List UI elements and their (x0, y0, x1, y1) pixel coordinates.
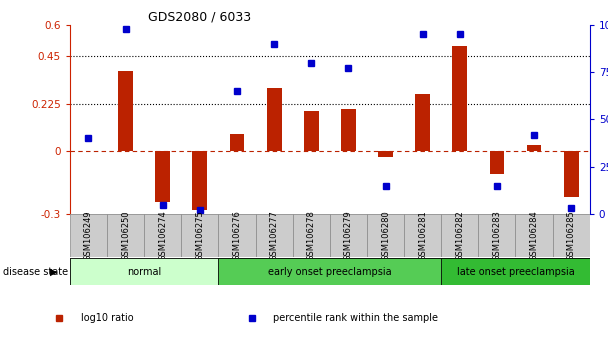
Bar (118, 71, 133, 151)
Bar (564, 151, 579, 197)
Bar (441, 258, 590, 285)
Text: early onset preeclampsia: early onset preeclampsia (268, 267, 392, 277)
Bar (441, 214, 478, 257)
Text: GSM106277: GSM106277 (269, 210, 278, 261)
Text: GSM106284: GSM106284 (530, 210, 539, 261)
Bar (70, 258, 218, 285)
Bar (304, 111, 319, 151)
Text: GSM106280: GSM106280 (381, 210, 390, 261)
Text: GSM106276: GSM106276 (232, 210, 241, 261)
Text: GDS2080 / 6033: GDS2080 / 6033 (148, 11, 251, 24)
Text: GSM106279: GSM106279 (344, 210, 353, 261)
Bar (527, 145, 542, 151)
Text: log10 ratio: log10 ratio (81, 313, 133, 323)
Text: GSM106281: GSM106281 (418, 210, 427, 261)
Bar (255, 214, 292, 257)
Text: GSM106282: GSM106282 (455, 210, 465, 261)
Bar (107, 214, 144, 257)
Bar (70, 214, 107, 257)
Bar (452, 46, 467, 151)
Text: GSM106275: GSM106275 (195, 210, 204, 261)
Text: ▶: ▶ (50, 267, 58, 277)
Bar (218, 258, 441, 285)
Text: percentile rank within the sample: percentile rank within the sample (274, 313, 438, 323)
Bar (330, 214, 367, 257)
Bar (415, 94, 430, 151)
Bar (193, 151, 207, 210)
Bar (267, 88, 282, 151)
Text: GSM106285: GSM106285 (567, 210, 576, 261)
Text: GSM106249: GSM106249 (84, 210, 93, 261)
Bar (144, 214, 181, 257)
Bar (367, 214, 404, 257)
Bar (218, 214, 255, 257)
Text: normal: normal (127, 267, 161, 277)
Bar (230, 134, 244, 151)
Bar (155, 151, 170, 201)
Text: late onset preeclampsia: late onset preeclampsia (457, 267, 575, 277)
Bar (378, 151, 393, 157)
Text: GSM106278: GSM106278 (307, 210, 316, 261)
Bar (404, 214, 441, 257)
Text: GSM106283: GSM106283 (492, 210, 502, 261)
Bar (516, 214, 553, 257)
Bar (478, 214, 516, 257)
Bar (489, 151, 505, 174)
Bar (181, 214, 218, 257)
Text: GSM106250: GSM106250 (121, 210, 130, 261)
Text: GSM106274: GSM106274 (158, 210, 167, 261)
Bar (292, 214, 330, 257)
Bar (553, 214, 590, 257)
Bar (341, 109, 356, 151)
Text: disease state: disease state (3, 267, 68, 277)
